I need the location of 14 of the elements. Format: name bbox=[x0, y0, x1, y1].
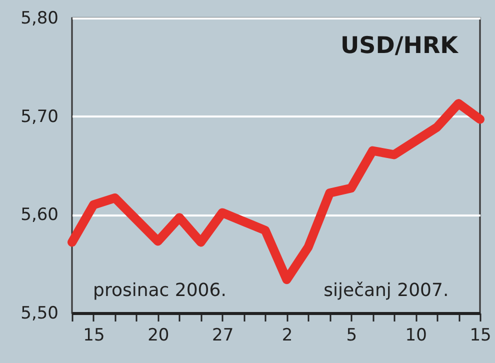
x-tick-label: 2 bbox=[282, 326, 293, 346]
y-tick-label: 5,80 bbox=[20, 8, 58, 28]
text: USD/HRK bbox=[340, 33, 460, 59]
annotation: siječanj 2007. bbox=[324, 280, 449, 301]
y-tick-label: 5,70 bbox=[20, 106, 58, 127]
y-tick-label: 5,50 bbox=[20, 304, 58, 324]
x-tick-label: 5 bbox=[346, 326, 358, 346]
x-tick-label: 15 bbox=[83, 326, 105, 346]
x-tick-label: 20 bbox=[148, 326, 170, 346]
x-tick-label: 10 bbox=[405, 326, 427, 346]
y-tick-label: 5,60 bbox=[20, 205, 58, 226]
annotation: prosinac 2006. bbox=[93, 280, 226, 301]
x-tick-label: 27 bbox=[212, 326, 234, 346]
x-tick-label: 15 bbox=[470, 326, 492, 346]
